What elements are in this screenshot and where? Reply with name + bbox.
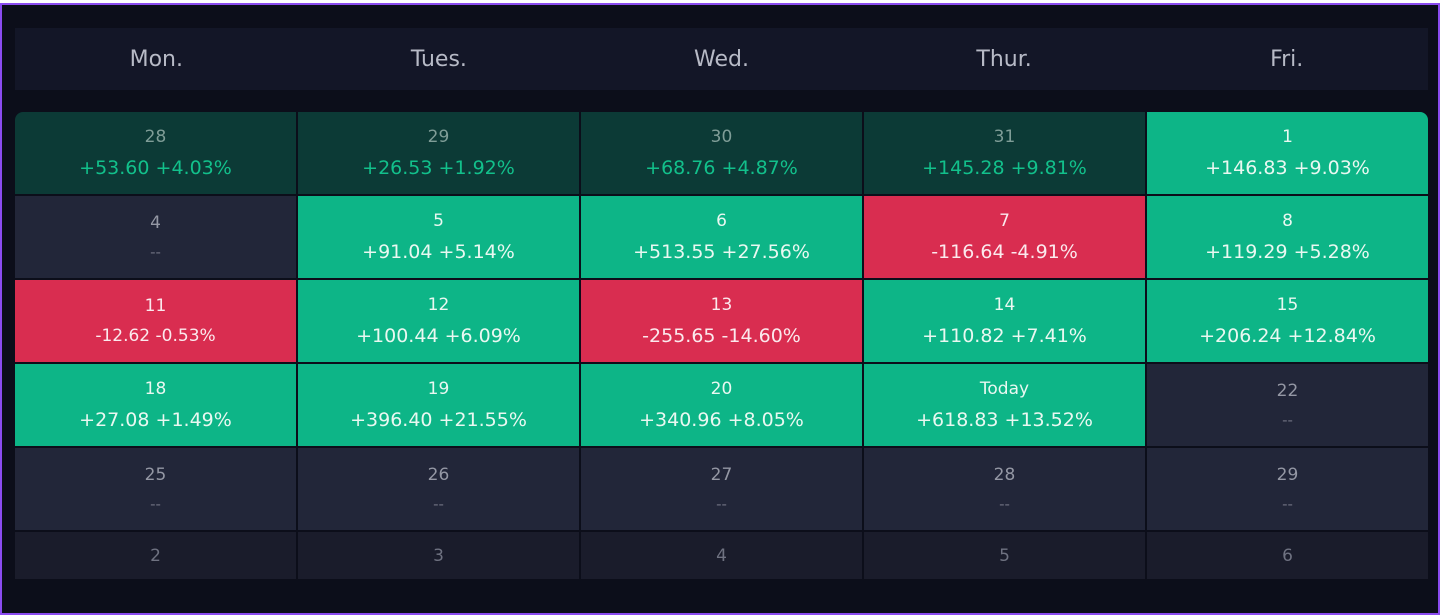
day-pnl: +27.08 +1.49% [79,409,232,431]
calendar-day-cell[interactable]: 29 -- [1147,448,1428,530]
weekday-label: Mon. [129,46,183,72]
day-number: 15 [1276,295,1299,315]
day-number: 13 [710,295,733,315]
day-number: 6 [716,211,727,231]
day-number: 31 [993,127,1016,147]
calendar-day-cell[interactable]: 31 +145.28 +9.81% [864,112,1145,194]
day-number: 28 [993,465,1016,485]
day-number: 28 [144,127,167,147]
day-pnl: -- [1282,411,1293,429]
day-pnl: +26.53 +1.92% [362,157,515,179]
day-number: 22 [1276,381,1299,401]
calendar-grid: 28 +53.60 +4.03% 29 +26.53 +1.92% 30 +68.76 +… [15,112,1428,579]
day-number: 29 [427,127,450,147]
calendar-day-cell[interactable]: 28 -- [864,448,1145,530]
day-number: 29 [1276,465,1299,485]
day-pnl: +119.29 +5.28% [1205,241,1370,263]
calendar-day-cell[interactable]: 12 +100.44 +6.09% [298,280,579,362]
day-pnl: -- [150,495,161,513]
day-number: 11 [144,296,167,316]
pnl-calendar: Mon. Tues. Wed. Thur. Fri. 28 +53.60 +4.03% 29… [0,3,1440,615]
day-pnl: -- [150,243,161,261]
day-number: 18 [144,379,167,399]
weekday-header: Mon. Tues. Wed. Thur. Fri. [15,28,1428,90]
calendar-day-cell[interactable]: 3 [298,532,579,579]
day-number: 14 [993,295,1016,315]
day-number: 4 [150,213,161,233]
calendar-day-cell[interactable]: 6 [1147,532,1428,579]
day-pnl: +513.55 +27.56% [633,241,810,263]
day-number: 19 [427,379,450,399]
day-number: 5 [999,545,1010,566]
day-pnl: -- [433,495,444,513]
day-pnl: +91.04 +5.14% [362,241,515,263]
calendar-day-cell[interactable]: 19 +396.40 +21.55% [298,364,579,446]
day-number: 7 [999,211,1010,231]
calendar-day-cell[interactable]: 22 -- [1147,364,1428,446]
day-number: 5 [433,211,444,231]
day-pnl: +68.76 +4.87% [645,157,798,179]
day-number: 2 [150,545,161,566]
day-number: 1 [1282,127,1293,147]
day-number: 6 [1282,545,1293,566]
day-pnl: +110.82 +7.41% [922,325,1087,347]
day-number: 27 [710,465,733,485]
day-number: 12 [427,295,450,315]
calendar-day-cell[interactable]: 1 +146.83 +9.03% [1147,112,1428,194]
calendar-day-cell[interactable]: 26 -- [298,448,579,530]
day-pnl: +100.44 +6.09% [356,325,521,347]
calendar-day-cell[interactable]: 13 -255.65 -14.60% [581,280,862,362]
day-number: 26 [427,465,450,485]
calendar-day-cell[interactable]: 28 +53.60 +4.03% [15,112,296,194]
day-pnl: +340.96 +8.05% [639,409,804,431]
calendar-day-cell[interactable]: 8 +119.29 +5.28% [1147,196,1428,278]
weekday-label: Wed. [694,46,749,72]
calendar-day-cell[interactable]: 30 +68.76 +4.87% [581,112,862,194]
day-pnl: +145.28 +9.81% [922,157,1087,179]
calendar-day-cell[interactable]: 4 [581,532,862,579]
calendar-day-cell[interactable]: 20 +340.96 +8.05% [581,364,862,446]
calendar-day-cell[interactable]: 25 -- [15,448,296,530]
day-pnl: -- [999,495,1010,513]
calendar-day-cell[interactable]: 5 +91.04 +5.14% [298,196,579,278]
day-pnl: +206.24 +12.84% [1199,325,1376,347]
calendar-day-cell[interactable]: 11 -12.62 -0.53% [15,280,296,362]
weekday-label: Thur. [976,46,1032,72]
day-pnl: -- [716,495,727,513]
calendar-day-cell[interactable]: 14 +110.82 +7.41% [864,280,1145,362]
day-pnl: +53.60 +4.03% [79,157,232,179]
calendar-day-cell[interactable]: Today +618.83 +13.52% [864,364,1145,446]
weekday-label: Tues. [410,46,467,72]
day-number: 30 [710,127,733,147]
calendar-day-cell[interactable]: 6 +513.55 +27.56% [581,196,862,278]
calendar-day-cell[interactable]: 27 -- [581,448,862,530]
day-pnl: +396.40 +21.55% [350,409,527,431]
day-pnl: -116.64 -4.91% [931,241,1078,263]
day-pnl: -12.62 -0.53% [95,326,216,346]
day-pnl: -- [1282,495,1293,513]
calendar-day-cell[interactable]: 7 -116.64 -4.91% [864,196,1145,278]
day-pnl: -255.65 -14.60% [642,325,801,347]
calendar-day-cell[interactable]: 29 +26.53 +1.92% [298,112,579,194]
day-number: 8 [1282,211,1293,231]
calendar-day-cell[interactable]: 15 +206.24 +12.84% [1147,280,1428,362]
day-number: 20 [710,379,733,399]
day-pnl: +146.83 +9.03% [1205,157,1370,179]
day-number: Today [979,379,1030,399]
day-number: 25 [144,465,167,485]
calendar-day-cell[interactable]: 18 +27.08 +1.49% [15,364,296,446]
weekday-label: Fri. [1270,46,1304,72]
day-number: 3 [433,545,444,566]
day-pnl: +618.83 +13.52% [916,409,1093,431]
calendar-day-cell[interactable]: 4 -- [15,196,296,278]
calendar-day-cell[interactable]: 2 [15,532,296,579]
day-number: 4 [716,545,727,566]
calendar-day-cell[interactable]: 5 [864,532,1145,579]
